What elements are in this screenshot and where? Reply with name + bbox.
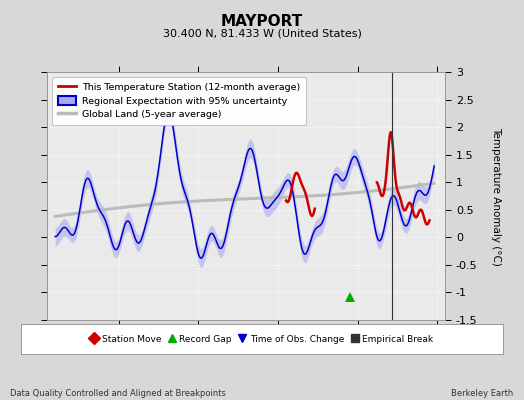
Legend: This Temperature Station (12-month average), Regional Expectation with 95% uncer: This Temperature Station (12-month avera…	[52, 77, 306, 125]
Legend: Station Move, Record Gap, Time of Obs. Change, Empirical Break: Station Move, Record Gap, Time of Obs. C…	[89, 333, 435, 345]
Text: 30.400 N, 81.433 W (United States): 30.400 N, 81.433 W (United States)	[162, 28, 362, 38]
Text: Data Quality Controlled and Aligned at Breakpoints: Data Quality Controlled and Aligned at B…	[10, 389, 226, 398]
Text: MAYPORT: MAYPORT	[221, 14, 303, 29]
Text: Berkeley Earth: Berkeley Earth	[451, 389, 514, 398]
Y-axis label: Temperature Anomaly (°C): Temperature Anomaly (°C)	[492, 126, 501, 266]
